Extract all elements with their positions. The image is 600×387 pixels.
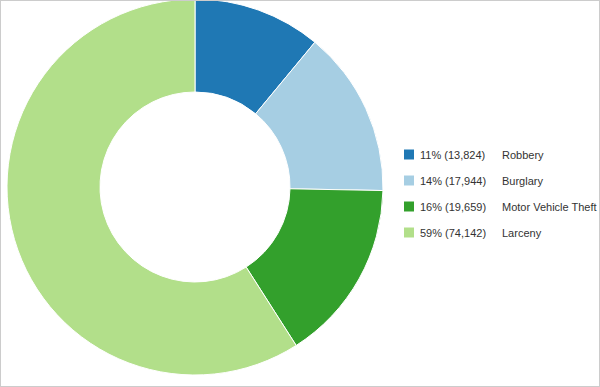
svg-text:16% (19,659): 16% (19,659): [420, 201, 486, 213]
svg-text:Robbery: Robbery: [502, 149, 544, 161]
svg-text:11% (13,824): 11% (13,824): [420, 149, 485, 161]
svg-text:Larceny: Larceny: [502, 227, 542, 239]
svg-text:14% (17,944): 14% (17,944): [420, 175, 486, 187]
svg-text:59% (74,142): 59% (74,142): [420, 227, 486, 239]
svg-text:Burglary: Burglary: [502, 175, 543, 187]
svg-text:Motor Vehicle Theft: Motor Vehicle Theft: [502, 201, 597, 213]
